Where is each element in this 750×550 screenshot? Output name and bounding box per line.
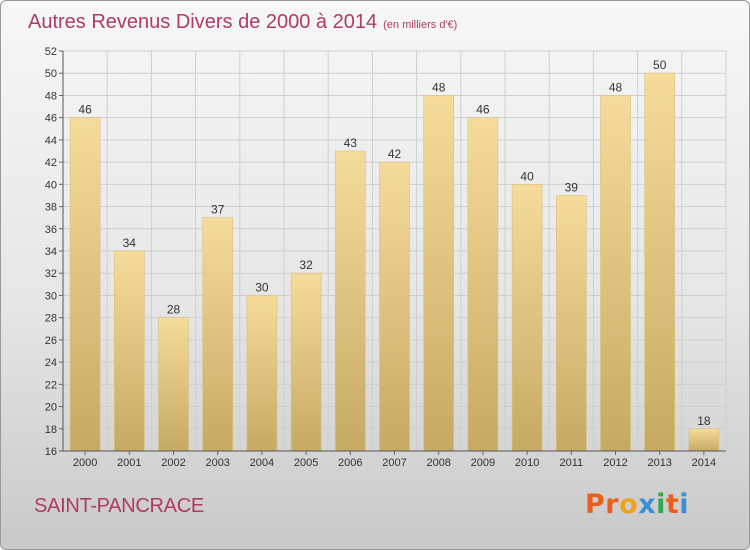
y-tick-label: 52	[45, 46, 57, 58]
bar-value-label: 42	[388, 147, 402, 161]
y-tick-label: 32	[45, 268, 57, 280]
chart-subtitle: (en milliers d'€)	[383, 19, 458, 31]
x-tick-label: 2006	[338, 457, 362, 469]
bar	[334, 150, 366, 452]
proxiti-logo[interactable]: Proxiti	[585, 489, 689, 520]
y-tick-label: 50	[45, 68, 57, 80]
x-tick-label: 2000	[73, 457, 97, 469]
bar	[158, 317, 189, 452]
bar	[555, 195, 587, 452]
bar-value-label: 48	[609, 80, 623, 94]
x-tick-label: 2004	[250, 457, 274, 469]
bar	[600, 95, 631, 452]
bar-value-label: 28	[167, 303, 181, 317]
logo-letter: t	[665, 489, 680, 520]
logo-letter: o	[619, 489, 639, 520]
y-tick-label: 20	[45, 402, 57, 414]
y-tick-label: 28	[45, 313, 57, 325]
bar	[202, 217, 233, 452]
y-tick-label: 36	[45, 224, 57, 236]
x-tick-label: 2012	[603, 457, 627, 469]
y-tick-label: 22	[45, 379, 57, 391]
bar-value-label: 46	[476, 103, 490, 117]
bar	[644, 72, 676, 452]
x-tick-label: 2010	[515, 457, 539, 469]
y-tick-label: 44	[45, 135, 57, 147]
bar	[379, 161, 410, 452]
y-tick-label: 48	[45, 90, 57, 102]
x-tick-label: 2008	[426, 457, 450, 469]
chart-title-text: Autres Revenus Divers de 2000 à 2014	[28, 11, 378, 33]
y-tick-label: 38	[45, 202, 57, 214]
y-tick-label: 16	[45, 446, 57, 458]
bar	[423, 95, 455, 452]
bar-value-label: 30	[255, 280, 269, 294]
bar-value-label: 40	[520, 169, 534, 183]
bar	[246, 295, 278, 452]
x-tick-label: 2001	[117, 457, 141, 469]
x-tick-label: 2011	[559, 457, 583, 469]
x-tick-label: 2007	[382, 457, 406, 469]
bar	[511, 184, 543, 452]
logo-letter: P	[585, 489, 606, 520]
y-tick-label: 30	[45, 290, 57, 302]
logo-letter: i	[679, 489, 690, 520]
bar-value-label: 48	[432, 80, 446, 94]
bars-layer: 46 34 28 37 30 32 43 42 48 46 40 39 48 50 18	[69, 58, 720, 452]
y-tick-label: 42	[45, 157, 57, 169]
y-tick-label: 18	[45, 424, 57, 436]
bar-value-label: 39	[565, 180, 579, 194]
bar-value-label: 37	[211, 203, 225, 217]
bar-value-label: 43	[344, 136, 358, 150]
bar	[114, 250, 145, 452]
x-tick-label: 2002	[161, 457, 185, 469]
y-tick-label: 34	[45, 246, 57, 258]
x-tick-label: 2003	[205, 457, 229, 469]
bar	[688, 428, 720, 452]
bar-value-label: 18	[697, 414, 711, 428]
chart-title: Autres Revenus Divers de 2000 à 2014 (en …	[28, 11, 457, 34]
bar	[467, 117, 499, 452]
logo-letter: r	[605, 489, 620, 520]
logo-letter: i	[656, 489, 666, 520]
y-tick-label: 26	[45, 335, 57, 347]
bar-value-label: 34	[123, 236, 137, 250]
y-tick-label: 24	[45, 357, 57, 369]
x-tick-label: 2005	[294, 457, 318, 469]
x-tick-label: 2013	[647, 457, 671, 469]
bar-value-label: 46	[78, 103, 92, 117]
y-tick-label: 46	[45, 113, 57, 125]
bar-value-label: 50	[653, 58, 667, 72]
axis-layer: 16 18 20 22 24 26 28 30 32 34 36 38 40 42 44 46 48 50 52 20…	[45, 46, 726, 469]
logo-letter: x	[638, 489, 657, 520]
x-tick-label: 2014	[692, 457, 716, 469]
x-tick-label: 2009	[471, 457, 495, 469]
y-tick-label: 40	[45, 179, 57, 191]
bar-value-label: 32	[299, 258, 313, 272]
bar	[290, 272, 322, 452]
bar	[69, 117, 101, 452]
commune-name: SAINT-PANCRACE	[34, 495, 204, 517]
